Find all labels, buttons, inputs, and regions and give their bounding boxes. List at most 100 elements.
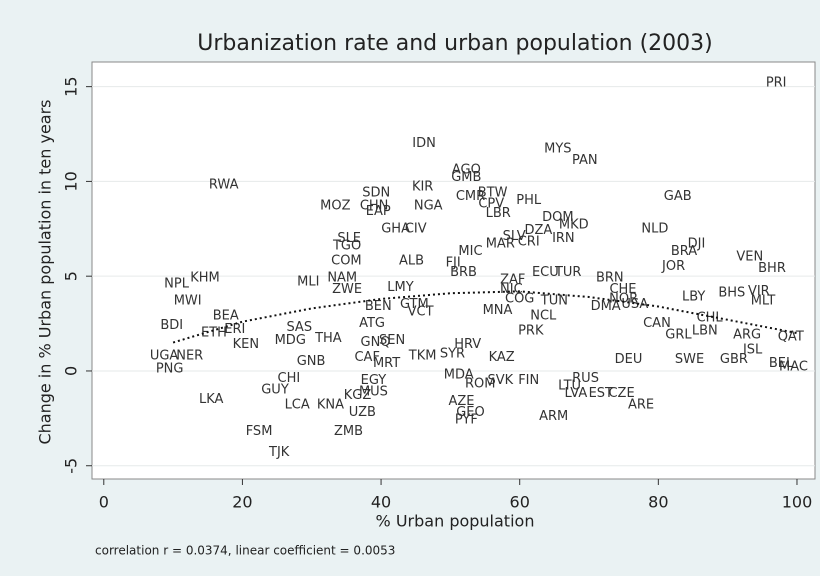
- point-label: LKA: [199, 392, 224, 407]
- point-label: IRN: [552, 231, 575, 246]
- point-label: ARG: [733, 327, 761, 342]
- point-label: GAB: [664, 189, 692, 204]
- point-label: RUS: [572, 371, 599, 386]
- point-label: NGA: [414, 199, 443, 214]
- y-axis-label: Change in % Urban population in ten year…: [36, 99, 55, 444]
- point-label: PRK: [518, 324, 544, 339]
- point-label: KEN: [233, 337, 259, 352]
- point-label: ZAF: [500, 272, 525, 287]
- point-label: TUR: [554, 265, 582, 280]
- point-label: FSM: [246, 424, 273, 439]
- plot-area: [91, 61, 816, 480]
- point-label: LBY: [682, 290, 705, 305]
- point-label: GHA: [381, 221, 410, 236]
- point-label: BHR: [758, 261, 786, 276]
- point-label: CAN: [643, 316, 671, 331]
- point-label: NER: [176, 348, 203, 363]
- point-label: EST: [589, 386, 613, 401]
- point-label: CZE: [608, 386, 634, 401]
- point-label: AGO: [452, 163, 481, 178]
- point-label: BRB: [450, 265, 477, 280]
- point-label: DZA: [525, 223, 553, 238]
- point-label: MRT: [373, 356, 400, 371]
- point-label: PRI: [766, 75, 787, 90]
- point-label: PYF: [455, 413, 478, 428]
- point-label: MAC: [779, 360, 808, 375]
- point-label: CPV: [478, 197, 504, 212]
- point-label: HRV: [454, 337, 481, 352]
- point-label: KNA: [317, 398, 344, 413]
- y-tick-label: 10: [62, 171, 81, 191]
- point-label: AZE: [448, 394, 474, 409]
- point-label: TGO: [332, 238, 361, 253]
- point-label: USA: [621, 297, 648, 312]
- point-label: ETH: [201, 326, 227, 341]
- point-label: MOZ: [320, 199, 350, 214]
- point-label: QAT: [778, 329, 804, 344]
- point-label: THA: [314, 331, 342, 346]
- point-label: GEO: [456, 405, 485, 420]
- point-label: GBR: [720, 352, 748, 367]
- point-label: TUN: [540, 293, 568, 308]
- point-label: BRN: [596, 271, 624, 286]
- point-label: UGA: [150, 348, 179, 363]
- point-label: TJK: [268, 445, 290, 460]
- point-label: BRA: [671, 244, 697, 259]
- point-label: GUY: [261, 382, 289, 397]
- point-label: VEN: [736, 250, 763, 265]
- point-label: FIN: [518, 373, 539, 388]
- point-label: CHI: [278, 371, 301, 386]
- point-label: CRI: [518, 235, 540, 250]
- point-label: DJI: [688, 236, 706, 251]
- point-label: MWI: [174, 293, 202, 308]
- point-label: BEL: [769, 356, 794, 371]
- point-label: CAF: [354, 350, 379, 365]
- point-label: LVA: [564, 386, 587, 401]
- point-label: NPL: [164, 276, 190, 291]
- point-label: CMR: [456, 189, 485, 204]
- x-axis-label: % Urban population: [376, 512, 535, 531]
- chart-title: Urbanization rate and urban population (…: [197, 31, 712, 56]
- point-label: CHN: [360, 199, 389, 214]
- point-label: MDG: [275, 333, 306, 348]
- point-label: ISL: [743, 343, 763, 358]
- point-label: IDN: [412, 136, 436, 151]
- point-label: BTW: [478, 185, 508, 200]
- point-label: SAS: [286, 320, 312, 335]
- point-label: RWA: [209, 178, 239, 193]
- point-label: MUS: [359, 384, 388, 399]
- point-label: SWE: [675, 352, 704, 367]
- point-label: ARE: [628, 398, 654, 413]
- x-tick-label: 80: [648, 493, 668, 512]
- point-label: DMA: [591, 299, 621, 314]
- x-tick-label: 100: [782, 493, 813, 512]
- x-tick-label: 0: [99, 493, 109, 512]
- point-label: EAP: [366, 204, 391, 219]
- point-label: BEA: [213, 308, 239, 323]
- point-label: MLT: [751, 293, 776, 308]
- point-label: GRL: [665, 327, 692, 342]
- point-label: LTU: [558, 379, 581, 394]
- point-label: SDN: [362, 185, 390, 200]
- point-label: KHM: [190, 271, 220, 286]
- point-label: CIV: [405, 221, 427, 236]
- point-label: FJI: [446, 255, 461, 270]
- point-label: UZB: [349, 405, 376, 420]
- point-label: SLE: [337, 231, 361, 246]
- fit-line: [172, 290, 798, 344]
- point-label: BHS: [718, 286, 745, 301]
- point-label: PHL: [516, 193, 542, 208]
- point-label: NIC: [500, 282, 523, 297]
- point-label: KIR: [412, 180, 433, 195]
- point-label: LBN: [692, 324, 718, 339]
- point-label: SVK: [487, 373, 513, 388]
- point-label: SEN: [379, 333, 405, 348]
- point-label: BDI: [160, 318, 183, 333]
- point-label: ERI: [224, 322, 245, 337]
- point-label: PNG: [156, 362, 184, 377]
- point-label: KGZ: [344, 388, 372, 403]
- point-label: MNA: [483, 303, 513, 318]
- point-label: BEN: [365, 299, 392, 314]
- y-tick-label: 15: [62, 76, 81, 96]
